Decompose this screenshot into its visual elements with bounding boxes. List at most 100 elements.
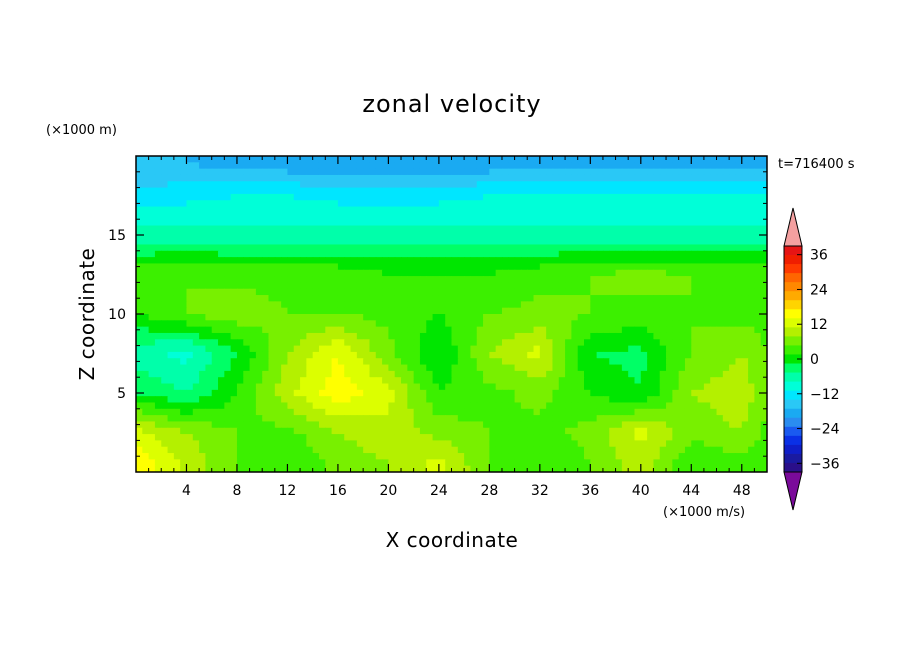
field-cell [218, 408, 225, 416]
field-cell [470, 434, 478, 441]
field-cell [161, 326, 169, 334]
field-cell [262, 156, 270, 163]
field-cell [653, 320, 661, 328]
field-cell [407, 276, 415, 283]
field-cell [268, 206, 276, 214]
field-cell [287, 231, 295, 239]
field-cell [230, 440, 238, 448]
field-cell [236, 288, 244, 296]
field-cell [451, 156, 459, 163]
field-cell [495, 377, 503, 385]
field-cell [142, 231, 150, 239]
field-cell [590, 168, 598, 176]
field-cell [331, 465, 339, 472]
field-cell [350, 396, 358, 404]
field-cell [710, 421, 718, 429]
field-cell [741, 402, 749, 410]
field-cell [520, 434, 528, 441]
field-cell [426, 427, 434, 435]
field-cell [464, 427, 472, 435]
field-cell [136, 332, 143, 340]
field-cell [249, 295, 257, 302]
field-cell [350, 225, 358, 233]
field-cell [274, 257, 282, 265]
field-cell [445, 301, 453, 309]
field-cell [180, 459, 188, 467]
field-cell [218, 244, 225, 252]
field-cell [565, 377, 572, 385]
field-cell [262, 459, 270, 467]
field-cell [602, 408, 610, 416]
field-cell [274, 402, 282, 410]
field-cell [274, 174, 282, 182]
field-cell [590, 453, 598, 460]
field-cell [142, 396, 150, 404]
field-cell [243, 156, 251, 163]
field-cell [596, 345, 604, 353]
field-cell [167, 377, 175, 385]
field-cell [697, 269, 705, 277]
field-cell [274, 383, 282, 391]
field-cell [173, 263, 181, 271]
field-cell [577, 206, 585, 214]
field-cell [445, 415, 453, 423]
field-cell [483, 257, 490, 265]
field-cell [344, 440, 352, 448]
field-cell [628, 276, 636, 283]
field-cell [470, 250, 478, 258]
field-cell [602, 364, 610, 372]
field-cell [508, 219, 516, 227]
field-cell [344, 225, 352, 233]
field-cell [318, 351, 326, 359]
field-cell [684, 200, 692, 208]
field-cell [192, 389, 200, 397]
field-cell [760, 212, 767, 220]
field-cell [647, 206, 655, 214]
field-cell [514, 231, 522, 239]
field-cell [243, 358, 251, 366]
field-cell [571, 427, 579, 435]
field-cell [401, 288, 408, 296]
field-cell [438, 181, 446, 189]
field-cell [306, 465, 314, 472]
field-cell [451, 282, 459, 290]
field-cell [451, 244, 459, 252]
field-cell [356, 358, 364, 366]
field-cell [337, 389, 345, 397]
field-cell [180, 345, 188, 353]
field-cell [142, 193, 150, 201]
field-cell [691, 320, 699, 328]
field-cell [691, 415, 699, 423]
field-cell [407, 238, 415, 246]
field-cell [760, 238, 767, 246]
field-cell [249, 193, 257, 201]
field-cell [356, 295, 364, 302]
field-cell [432, 193, 440, 201]
field-cell [697, 295, 705, 302]
field-cell [609, 434, 617, 441]
field-cell [426, 219, 434, 227]
field-cell [356, 187, 364, 195]
field-cell [363, 339, 371, 347]
field-cell [501, 219, 509, 227]
field-cell [640, 383, 648, 391]
field-cell [520, 427, 528, 435]
field-cell [167, 339, 175, 347]
field-cell [489, 314, 497, 321]
field-cell [224, 446, 232, 454]
field-cell [621, 351, 629, 359]
field-cell [186, 434, 194, 441]
field-cell [369, 351, 377, 359]
field-cell [615, 459, 623, 467]
field-cell [735, 238, 743, 246]
field-cell [249, 459, 257, 467]
field-cell [312, 459, 320, 467]
field-cell [148, 282, 156, 290]
field-cell [558, 339, 566, 347]
field-cell [375, 434, 383, 441]
field-cell [653, 314, 661, 321]
field-cell [546, 446, 554, 454]
field-cell [760, 351, 767, 359]
field-cell [211, 244, 219, 252]
field-cell [640, 238, 648, 246]
